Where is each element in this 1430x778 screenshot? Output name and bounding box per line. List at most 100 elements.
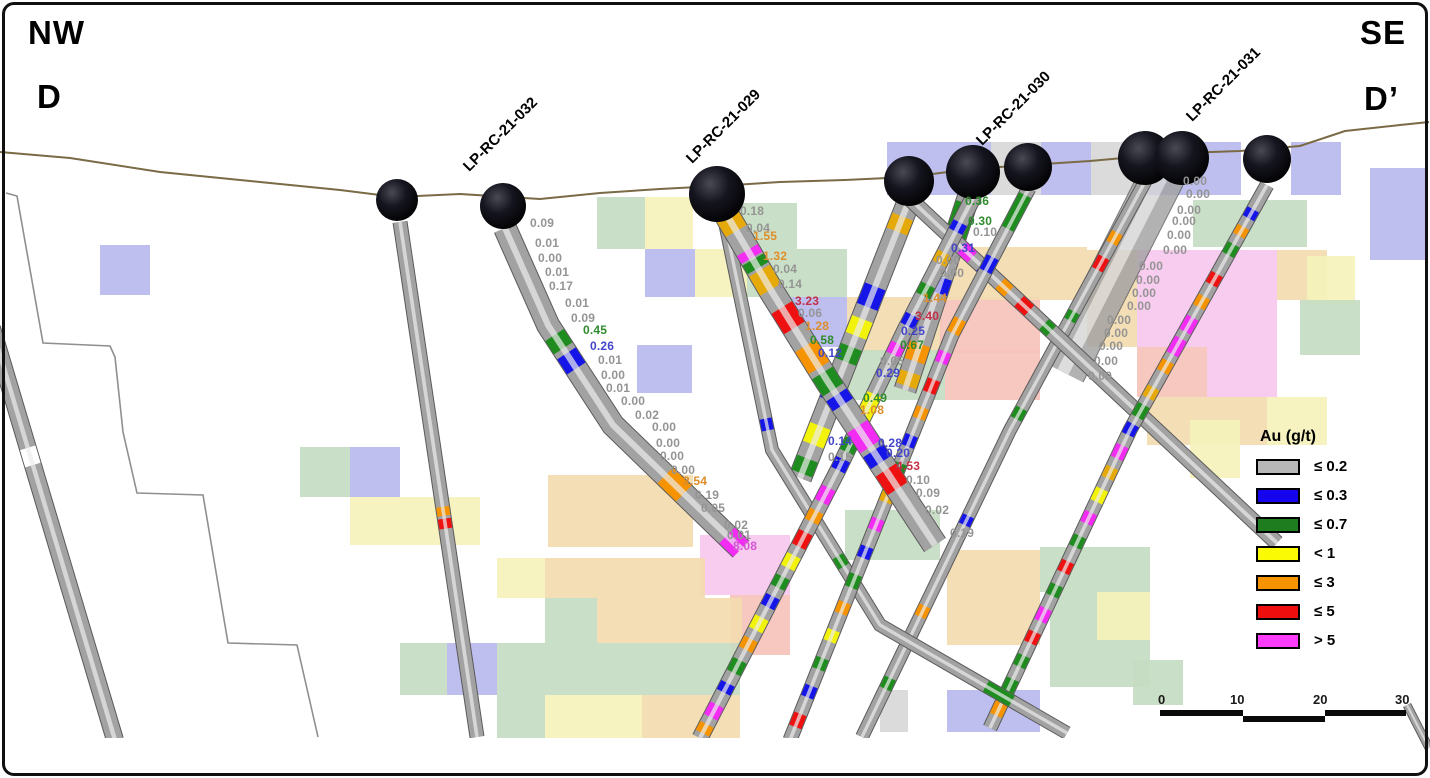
assay-value: 0.00 [1163,243,1188,257]
drill-trace-a [788,193,922,483]
block-cell-lav [1291,142,1341,195]
assay-value: 0.02 [925,503,950,517]
assay-value: 0.04 [773,262,798,276]
assay-value: 0.00 [660,449,685,463]
block-cell-grn [545,598,597,643]
drill-collars [376,131,1291,229]
assay-value: 0.01 [535,236,560,250]
assay-value: 0.45 [583,323,608,337]
assay-value: 0.09 [916,486,941,500]
legend-item: ≤ 0.2 [1256,452,1347,481]
assay-value: 0.00 [1127,299,1152,313]
assay-value: 0.26 [590,339,615,353]
assay-value: 0.14 [828,434,853,448]
grade-legend: Au (g/t) ≤ 0.2 ≤ 0.3 ≤ 0.7 < 1 ≤ 3 ≤ 5 > 5 [1256,428,1347,655]
block-cell-org [597,598,742,643]
assay-value: 0.06 [798,306,823,320]
assay-value: 0.25 [901,324,926,338]
collar-sphere [480,183,526,229]
assay-value: 0.01 [727,528,752,542]
drill-trace-g [692,192,982,742]
drill-trace-032 [494,223,750,558]
scalebar-number: 10 [1230,692,1245,707]
block-cell-lav [645,249,695,297]
assay-value: 0.01 [606,381,631,395]
assay-value: 0.00 [1177,203,1202,217]
assay-value: 0.00 [1104,326,1129,340]
legend-item: < 1 [1256,539,1347,568]
drill-trace-far-left [0,325,124,743]
scalebar-number: 20 [1313,692,1328,707]
block-cell-grn [300,447,350,497]
legend-title: Au (g/t) [1260,428,1316,445]
assay-value: 0.20 [886,446,911,460]
legend-item: ≤ 0.3 [1256,481,1347,510]
block-cell-yel [645,197,693,249]
assay-value: 0.01 [545,265,570,279]
block-cell-grn [597,197,645,249]
assay-value: 0.15 [828,450,853,464]
assay-value: 0.00 [1183,174,1208,188]
assay-value: 0.00 [1088,369,1113,383]
assay-value: 8.08 [733,539,758,553]
section-label-d: D [37,78,62,115]
collar-sphere [1004,143,1052,191]
assay-value: 0.01 [598,353,623,367]
block-cell-lav [1370,168,1428,260]
assay-value: 0.00 [621,394,646,408]
block-cell-yel [1097,592,1150,640]
drill-trace-e [983,181,1274,732]
block-cell-lav [637,345,692,393]
assay-value: 0.00 [1099,339,1124,353]
block-cell-grn [497,643,642,695]
assay-value: 1.32 [763,249,788,263]
drill-trace-032-vertical [392,220,485,739]
collar-sphere [376,179,418,221]
legend-item: ≤ 3 [1256,568,1347,597]
assay-value: 2.54 [683,474,708,488]
drill-trace-c [855,176,1153,741]
block-cell-org [947,550,1040,645]
section-direction-se: SE [1360,14,1407,51]
assay-value: 0.00 [652,420,677,434]
block-cell-grn [1133,660,1183,705]
assay-value: 0.28 [878,436,903,450]
section-label-d-prime: D’ [1364,80,1399,117]
assay-value: 0.00 [1186,187,1211,201]
assay-value: 0.05 [701,501,726,515]
assay-value: 0.09 [530,216,555,230]
scalebar-number: 0 [1158,692,1166,707]
assay-value: 0.14 [778,277,803,291]
assay-value: 0.00 [1136,273,1161,287]
assay-value: 0.67 [900,338,925,352]
legend-label: ≤ 0.7 [1314,516,1348,533]
assay-value: 0.00 [671,463,696,477]
assay-value: 0.49 [863,391,888,405]
assay-value: 0.00 [1172,214,1197,228]
assay-value: 0.00 [1167,228,1192,242]
assay-value: 1.28 [805,319,830,333]
legend-swatch-icon [1256,603,1300,620]
assay-value: 0.00 [940,266,965,280]
assay-value: 4.53 [896,459,921,473]
assay-value: 3.40 [915,309,940,323]
legend-item: ≤ 0.7 [1256,510,1347,539]
scale-bar: 0 10 20 30 [1150,692,1416,726]
assay-value: 0.00 [1132,286,1157,300]
assay-value: 0.36 [965,194,990,208]
assay-value: 0.00 [1094,354,1119,368]
collar-sphere [1243,135,1291,183]
legend-swatch-icon [1256,545,1300,562]
block-cell-grn [1300,300,1360,355]
collar-sphere [689,166,745,222]
block-cell-grn [497,695,545,738]
legend-item: > 5 [1256,626,1347,655]
legend-label: > 5 [1314,632,1336,649]
scalebar-segment [1160,710,1243,716]
legend-label: ≤ 3 [1314,574,1335,591]
block-cell-lav [100,245,150,295]
assay-value: 0.29 [876,366,901,380]
assay-value: 0.19 [950,526,975,540]
assay-value: 0.00 [656,436,681,450]
